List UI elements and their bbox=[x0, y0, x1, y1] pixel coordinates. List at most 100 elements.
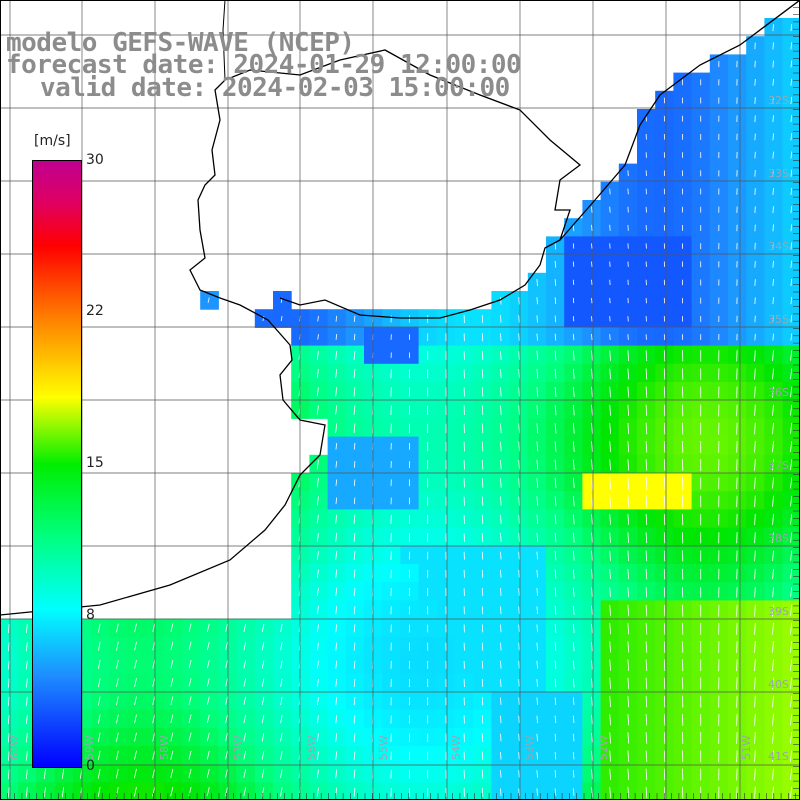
wind-cell bbox=[254, 709, 274, 729]
wind-arrow bbox=[609, 786, 612, 799]
wind-arrow bbox=[353, 514, 356, 524]
wind-arrow bbox=[261, 642, 265, 651]
colorbar-tick-15: 15 bbox=[86, 455, 104, 471]
wind-cell bbox=[764, 600, 784, 620]
lon-label: 57W bbox=[232, 735, 245, 760]
wind-arrow bbox=[554, 624, 557, 633]
wind-arrow bbox=[790, 169, 793, 177]
wind-cell bbox=[182, 727, 201, 747]
wind-cell bbox=[345, 691, 365, 711]
wind-arrow bbox=[591, 459, 593, 471]
wind-cell bbox=[163, 636, 183, 656]
wind-arrow bbox=[572, 405, 575, 416]
wind-arrow bbox=[280, 787, 283, 797]
wind-cell bbox=[291, 655, 310, 674]
wind-cell bbox=[291, 545, 310, 565]
wind-arrow bbox=[536, 588, 538, 596]
wind-arrow bbox=[188, 678, 192, 687]
wind-arrow bbox=[754, 514, 756, 526]
wind-cell bbox=[746, 254, 765, 274]
wind-cell bbox=[764, 382, 784, 401]
wind-arrow bbox=[754, 404, 756, 417]
wind-arrow bbox=[353, 642, 356, 651]
wind-arrow bbox=[591, 769, 593, 780]
wind-cell bbox=[728, 636, 747, 656]
wind-arrow bbox=[353, 333, 356, 341]
wind-arrow bbox=[609, 532, 611, 543]
wind-arrow bbox=[353, 315, 356, 322]
wind-cell bbox=[182, 618, 201, 638]
wind-cell bbox=[746, 236, 765, 256]
country-border bbox=[222, 0, 226, 81]
wind-cell bbox=[746, 181, 765, 201]
wind-arrow bbox=[262, 315, 265, 322]
wind-cell bbox=[382, 764, 401, 783]
wind-cell bbox=[327, 327, 347, 347]
wind-arrow bbox=[554, 569, 557, 579]
wind-arrow bbox=[554, 605, 557, 615]
wind-cell bbox=[182, 636, 201, 656]
wind-arrow bbox=[353, 350, 356, 360]
wind-cell bbox=[309, 636, 329, 656]
wind-cell bbox=[345, 327, 365, 347]
wind-cell bbox=[182, 709, 201, 729]
wind-arrow bbox=[25, 732, 28, 743]
wind-cell bbox=[291, 764, 310, 783]
lon-label: 52W bbox=[597, 735, 610, 760]
wind-arrow bbox=[280, 696, 283, 705]
wind-arrow bbox=[554, 642, 557, 651]
wind-arrow bbox=[591, 587, 593, 597]
wind-arrow bbox=[627, 641, 630, 653]
wind-arrow bbox=[206, 714, 210, 724]
wind-arrow bbox=[572, 715, 575, 724]
wind-cell bbox=[200, 709, 219, 729]
wind-arrow bbox=[554, 532, 557, 543]
wind-arrow bbox=[554, 697, 557, 705]
wind-arrow bbox=[518, 514, 520, 525]
wind-arrow bbox=[627, 494, 630, 509]
wind-arrow bbox=[536, 606, 538, 615]
wind-arrow bbox=[536, 459, 539, 470]
wind-arrow bbox=[772, 441, 774, 453]
wind-arrow bbox=[26, 623, 28, 634]
wind-arrow bbox=[261, 751, 265, 760]
wind-cell bbox=[382, 418, 401, 438]
wind-arrow bbox=[518, 369, 520, 379]
wind-arrow bbox=[627, 441, 630, 453]
wind-arrow bbox=[43, 769, 46, 780]
colorbar-tick-0: 0 bbox=[86, 758, 95, 774]
wind-cell bbox=[309, 491, 329, 510]
wind-cell bbox=[746, 54, 765, 74]
wind-arrow bbox=[554, 279, 557, 286]
wind-arrow bbox=[518, 387, 520, 397]
wind-cell bbox=[127, 673, 147, 692]
wind-arrow bbox=[754, 386, 756, 398]
wind-arrow bbox=[152, 732, 156, 742]
wind-arrow bbox=[261, 714, 265, 724]
wind-arrow bbox=[353, 606, 356, 615]
wind-arrow bbox=[243, 623, 247, 633]
wind-cell bbox=[109, 636, 128, 656]
wind-arrow bbox=[754, 477, 756, 489]
wind-arrow bbox=[243, 769, 247, 778]
wind-arrow bbox=[79, 768, 83, 779]
wind-arrow bbox=[627, 604, 630, 617]
wind-arrow bbox=[481, 369, 484, 379]
lon-label: 56W bbox=[305, 735, 318, 760]
wind-cell bbox=[728, 382, 747, 401]
wind-cell bbox=[764, 436, 784, 456]
wind-arrow bbox=[772, 279, 774, 286]
wind-arrow bbox=[772, 477, 774, 489]
wind-cell bbox=[291, 400, 310, 419]
wind-cell bbox=[0, 764, 19, 783]
wind-arrow bbox=[754, 659, 756, 672]
wind-cell bbox=[382, 400, 401, 419]
wind-cell bbox=[291, 746, 310, 765]
wind-arrow bbox=[591, 678, 593, 688]
wind-arrow bbox=[591, 732, 593, 743]
wind-arrow bbox=[772, 422, 774, 435]
lat-label: 38S bbox=[768, 532, 789, 545]
wind-cell bbox=[163, 782, 183, 800]
wind-arrow bbox=[500, 551, 502, 560]
wind-arrow bbox=[554, 459, 557, 470]
